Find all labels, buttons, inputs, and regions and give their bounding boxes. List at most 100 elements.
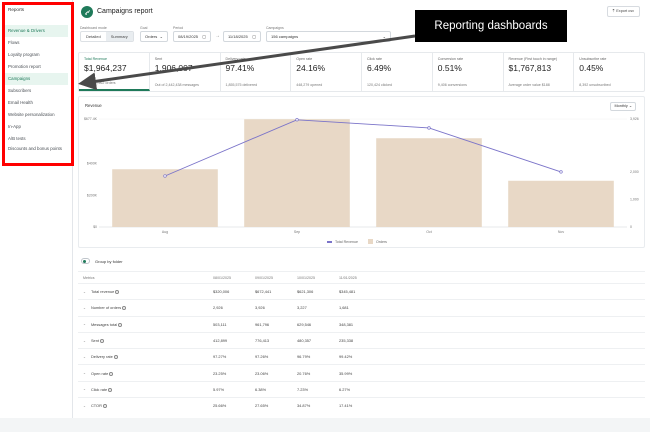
- value-cell: 17.41%: [339, 403, 353, 409]
- campaigns-select[interactable]: 156 campaigns ⌄: [266, 31, 391, 42]
- x-axis-label: Aug: [162, 230, 168, 234]
- metric-cell: ⌄ Delivery rate: [78, 354, 213, 359]
- table-row[interactable]: ⌄ Number of orders 2,926 3,926 3,227 1,681: [78, 299, 645, 315]
- table-row[interactable]: ⌄ CTOR 25.66% 27.65% 34.87% 17.41%: [78, 397, 645, 413]
- value-cell: 629,546: [297, 321, 312, 327]
- revenue-point[interactable]: [295, 118, 299, 122]
- help-icon[interactable]: [113, 355, 118, 360]
- header-date: 10/01/2025: [297, 275, 315, 280]
- period-start-input[interactable]: 08/19/2025 ▢: [173, 31, 211, 42]
- campaign-icon: [81, 6, 93, 18]
- chevron-down-icon[interactable]: ⌄: [83, 322, 86, 327]
- value-cell: 97.27%: [213, 354, 227, 360]
- orders-bar[interactable]: [112, 169, 218, 227]
- help-icon[interactable]: [122, 306, 127, 311]
- sidebar-item-flows[interactable]: Flows: [8, 40, 20, 45]
- sidebar-item-website-personalization[interactable]: Website personalization: [8, 112, 55, 117]
- kpi-open-rate[interactable]: Open rate 24.16% 448,279 opened: [291, 53, 362, 91]
- table-row[interactable]: ⌄ Sent 412,899 776,413 480,357 235,338: [78, 331, 645, 348]
- sidebar-item-ab-tests[interactable]: A/B tests: [8, 136, 26, 141]
- export-csv-button[interactable]: ⤒ Export csv: [606, 6, 640, 17]
- sidebar: Reports Revenue & Drivers Flows Loyalty …: [0, 0, 73, 418]
- page-title: Campaigns report: [97, 8, 153, 15]
- revenue-point[interactable]: [427, 126, 431, 130]
- group-by-folder-toggle[interactable]: [81, 258, 90, 264]
- revenue-point[interactable]: [163, 174, 167, 178]
- help-icon[interactable]: [115, 290, 120, 295]
- metric-label: Delivery rate: [91, 354, 118, 359]
- table-row[interactable]: ⌄ Open rate 23.25% 23.06% 20.76% 35.99%: [78, 364, 645, 380]
- kpi-unsubscribe-rate[interactable]: Unsubscribe rate 0.45% 8,392 unsubscribe…: [574, 53, 644, 91]
- sidebar-item-promotion-report[interactable]: Promotion report: [8, 64, 41, 69]
- metric-label: CTOR: [91, 403, 107, 408]
- sidebar-title: Reports: [8, 7, 25, 12]
- header-date: 11/01/2025: [339, 275, 357, 280]
- sidebar-item-in-app[interactable]: In-App: [8, 124, 21, 129]
- kpi-total-revenue[interactable]: Total Revenue $1,964,237 From 10,962 ord…: [79, 53, 150, 91]
- bar-swatch-icon: [367, 239, 373, 244]
- sidebar-item-subscribers[interactable]: Subscribers: [8, 88, 32, 93]
- orders-bar[interactable]: [244, 119, 350, 227]
- chevron-down-icon[interactable]: ⌄: [83, 387, 86, 392]
- chevron-down-icon[interactable]: ⌄: [83, 371, 86, 376]
- goal-select[interactable]: Orders ⌄: [140, 31, 168, 42]
- kpi-delivery-rate[interactable]: Delivery rate 97.41% 1,855,575 delivered: [221, 53, 292, 91]
- mode-summary-button[interactable]: Summary: [105, 32, 133, 41]
- table-row[interactable]: ⌄ Total revenue $320,006 $672,441 $621,306 $3…: [78, 283, 645, 299]
- chevron-down-icon[interactable]: ⌄: [83, 289, 86, 294]
- table-row[interactable]: ⌄ Delivery rate 97.27% 97.26% 96.79% 99.42%: [78, 348, 645, 364]
- kpi-subtext: 120,424 clicked: [367, 83, 392, 87]
- kpi-value: $1,767,813: [508, 63, 552, 73]
- value-cell: 20.76%: [297, 370, 311, 376]
- group-by-folder-row: Group by folder: [81, 258, 123, 264]
- kpi-revenue-first-touch[interactable]: Revenue (First touch in range) $1,767,81…: [504, 53, 575, 91]
- y-axis-right-label: 3,926: [630, 117, 639, 121]
- kpi-label: Conversion rate: [437, 57, 464, 61]
- help-icon[interactable]: [102, 404, 107, 409]
- value-cell: 1,681: [339, 305, 349, 311]
- table-row[interactable]: ⌄ Messages total 503,111 961,796 629,546 348,…: [78, 315, 645, 332]
- help-icon[interactable]: [99, 339, 104, 343]
- y-axis-left-label: $677.4K: [84, 117, 98, 121]
- table-row[interactable]: ⌄ Click rate 5.97% 6.38% 7.23% 6.27%: [78, 380, 645, 397]
- sidebar-item-revenue-drivers[interactable]: Revenue & Drivers: [4, 25, 68, 37]
- legend-orders[interactable]: Orders: [367, 239, 387, 244]
- orders-bar[interactable]: [508, 180, 614, 227]
- chevron-down-icon[interactable]: ⌄: [83, 403, 86, 408]
- dashboard-mode-toggle: Detailed Summary: [80, 31, 134, 42]
- chevron-down-icon[interactable]: ⌄: [83, 354, 86, 359]
- chevron-down-icon: ⌄: [159, 34, 163, 39]
- period-end-input[interactable]: 11/18/2025 ▢: [223, 31, 261, 42]
- sidebar-item-discounts-bonus-points[interactable]: Discounts and bonus points: [8, 146, 62, 151]
- line-swatch-icon: [327, 240, 332, 243]
- kpi-subtext: Out of 2,442,438 messages: [154, 83, 199, 87]
- mode-detailed-button[interactable]: Detailed: [86, 34, 101, 39]
- chevron-down-icon[interactable]: ⌄: [83, 305, 86, 310]
- help-icon[interactable]: [118, 322, 123, 327]
- sidebar-item-campaigns[interactable]: Campaigns: [4, 73, 68, 85]
- revenue-point[interactable]: [559, 170, 563, 174]
- sidebar-item-loyalty-program[interactable]: Loyalty program: [8, 52, 40, 57]
- help-icon[interactable]: [108, 387, 113, 392]
- value-cell: $672,441: [255, 289, 272, 295]
- bottom-bar: [0, 418, 650, 432]
- sidebar-item-email-health[interactable]: Email Health: [8, 100, 33, 105]
- annotation-callout: Reporting dashboards: [415, 10, 567, 42]
- chevron-down-icon[interactable]: ⌄: [83, 338, 86, 343]
- kpi-click-rate[interactable]: Click rate 6.49% 120,424 clicked: [362, 53, 433, 91]
- metric-cell: ⌄ Number of orders: [78, 305, 213, 310]
- kpi-value: 0.45%: [579, 63, 604, 73]
- dashboard-mode-label: Dashboard mode: [80, 26, 107, 30]
- legend-total-revenue[interactable]: Total Revenue: [327, 240, 358, 244]
- help-icon[interactable]: [109, 371, 114, 376]
- kpi-conversion-rate[interactable]: Conversion rate 0.51% 9,406 conversions: [433, 53, 504, 91]
- orders-bar[interactable]: [376, 138, 482, 227]
- value-cell: 35.99%: [339, 370, 353, 376]
- kpi-value: 6.49%: [367, 63, 392, 73]
- goal-value: Orders: [145, 34, 158, 39]
- kpi-label: Click rate: [367, 57, 382, 61]
- kpi-label: Total Revenue: [84, 57, 107, 61]
- period-granularity-select[interactable]: Monthly ⌄: [610, 102, 636, 111]
- kpi-value: 1,906,007: [154, 63, 193, 73]
- kpi-sent[interactable]: Sent 1,906,007 Out of 2,442,438 messages: [150, 53, 221, 91]
